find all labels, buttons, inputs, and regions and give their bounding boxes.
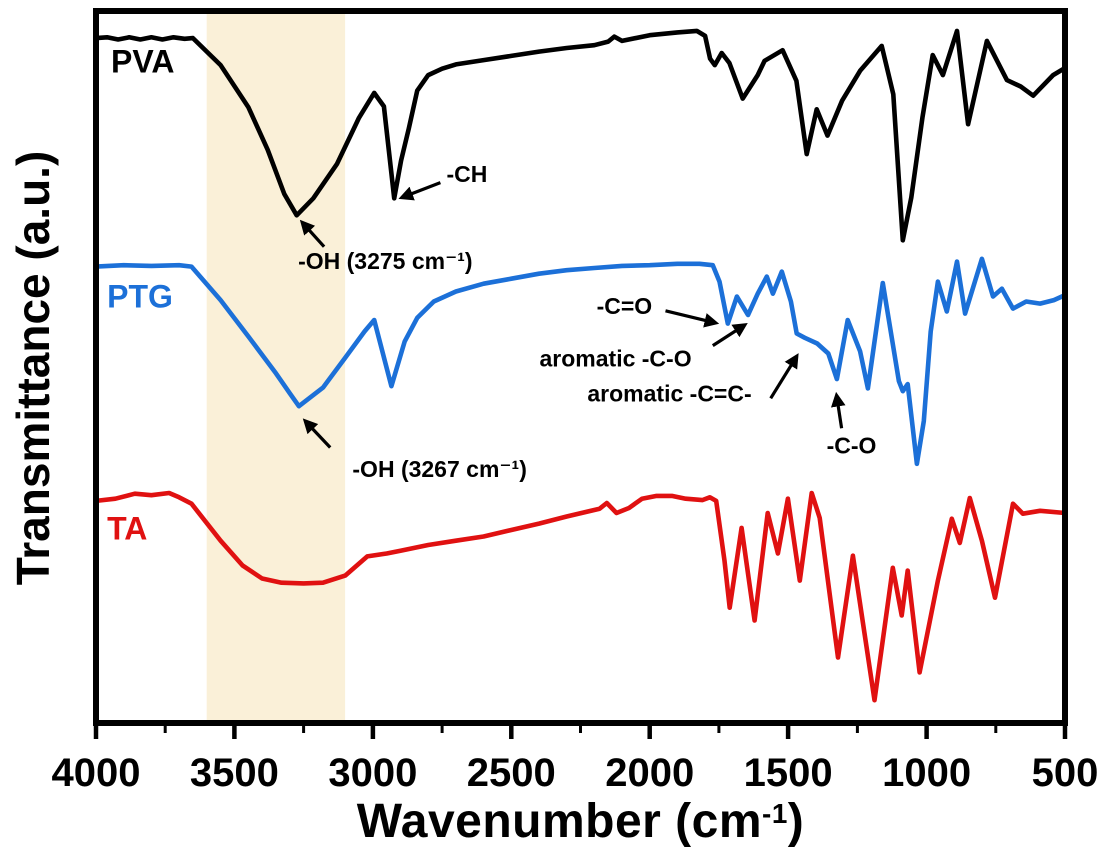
annotation-arrow-aromatic-c-c [769, 353, 799, 400]
spectrum-curve-ptg [93, 256, 1068, 467]
annotation-arrow-c-o-ptg [830, 391, 846, 429]
x-axis-title-superscript: -1 [762, 798, 788, 830]
series-label-ptg: PTG [107, 279, 173, 315]
x-axis-title-text: Wavenumber (cm [356, 795, 763, 848]
x-tick-label-4000: 4000 [52, 751, 141, 795]
x-tick-label-2500: 2500 [467, 751, 556, 795]
annotation-arrow-oh-ptg [302, 418, 332, 449]
x-tick-label-500: 500 [1032, 751, 1099, 795]
annotation-arrow-aromatic-c-o [711, 323, 748, 347]
band-layer [206, 14, 346, 720]
annotation-label-aromatic-c-c: aromatic -C=C- [587, 380, 751, 406]
annotation-arrow-oh-pva [299, 219, 326, 248]
series-label-pva: PVA [111, 44, 174, 80]
curves-layer: PVA PTG TA [93, 28, 1068, 703]
annotations-layer: -CH -OH (3275 cm⁻¹) -OH (3267 cm⁻¹) -C=O aro… [298, 161, 876, 482]
x-axis-title-close: ) [787, 795, 805, 848]
annotation-label-oh-pva: -OH (3275 cm⁻¹) [298, 248, 472, 274]
x-tick-label-1500: 1500 [744, 751, 833, 795]
series-label-ta: TA [107, 511, 147, 547]
y-axis-title: Transmittance (a.u.) [7, 150, 59, 586]
x-tick-label-3000: 3000 [328, 751, 417, 795]
annotation-arrow-ch-pva [398, 181, 441, 201]
spectrum-curve-pva [93, 28, 1068, 243]
x-tick-label-2000: 2000 [605, 751, 694, 795]
annotation-label-aromatic-c-o: aromatic -C-O [540, 346, 692, 372]
spectrum-curve-ta [93, 490, 1068, 703]
annotation-label-c-o-ptg: -C-O [827, 432, 877, 458]
annotation-arrow-carbonyl [665, 309, 720, 328]
x-tick-label-3500: 3500 [190, 751, 279, 795]
plot-border [93, 8, 1068, 726]
axis-layer: 4000 3500 3000 2500 2000 1500 1000 500 [52, 8, 1099, 795]
annotation-label-carbonyl: -C=O [597, 293, 653, 319]
x-axis-title: Wavenumber (cm-1) [96, 794, 1065, 849]
annotation-label-ch-pva: -CH [447, 161, 488, 187]
annotation-label-oh-ptg: -OH (3267 cm⁻¹) [352, 456, 526, 482]
oh-region-highlight [206, 14, 346, 720]
x-tick-label-1000: 1000 [882, 751, 971, 795]
